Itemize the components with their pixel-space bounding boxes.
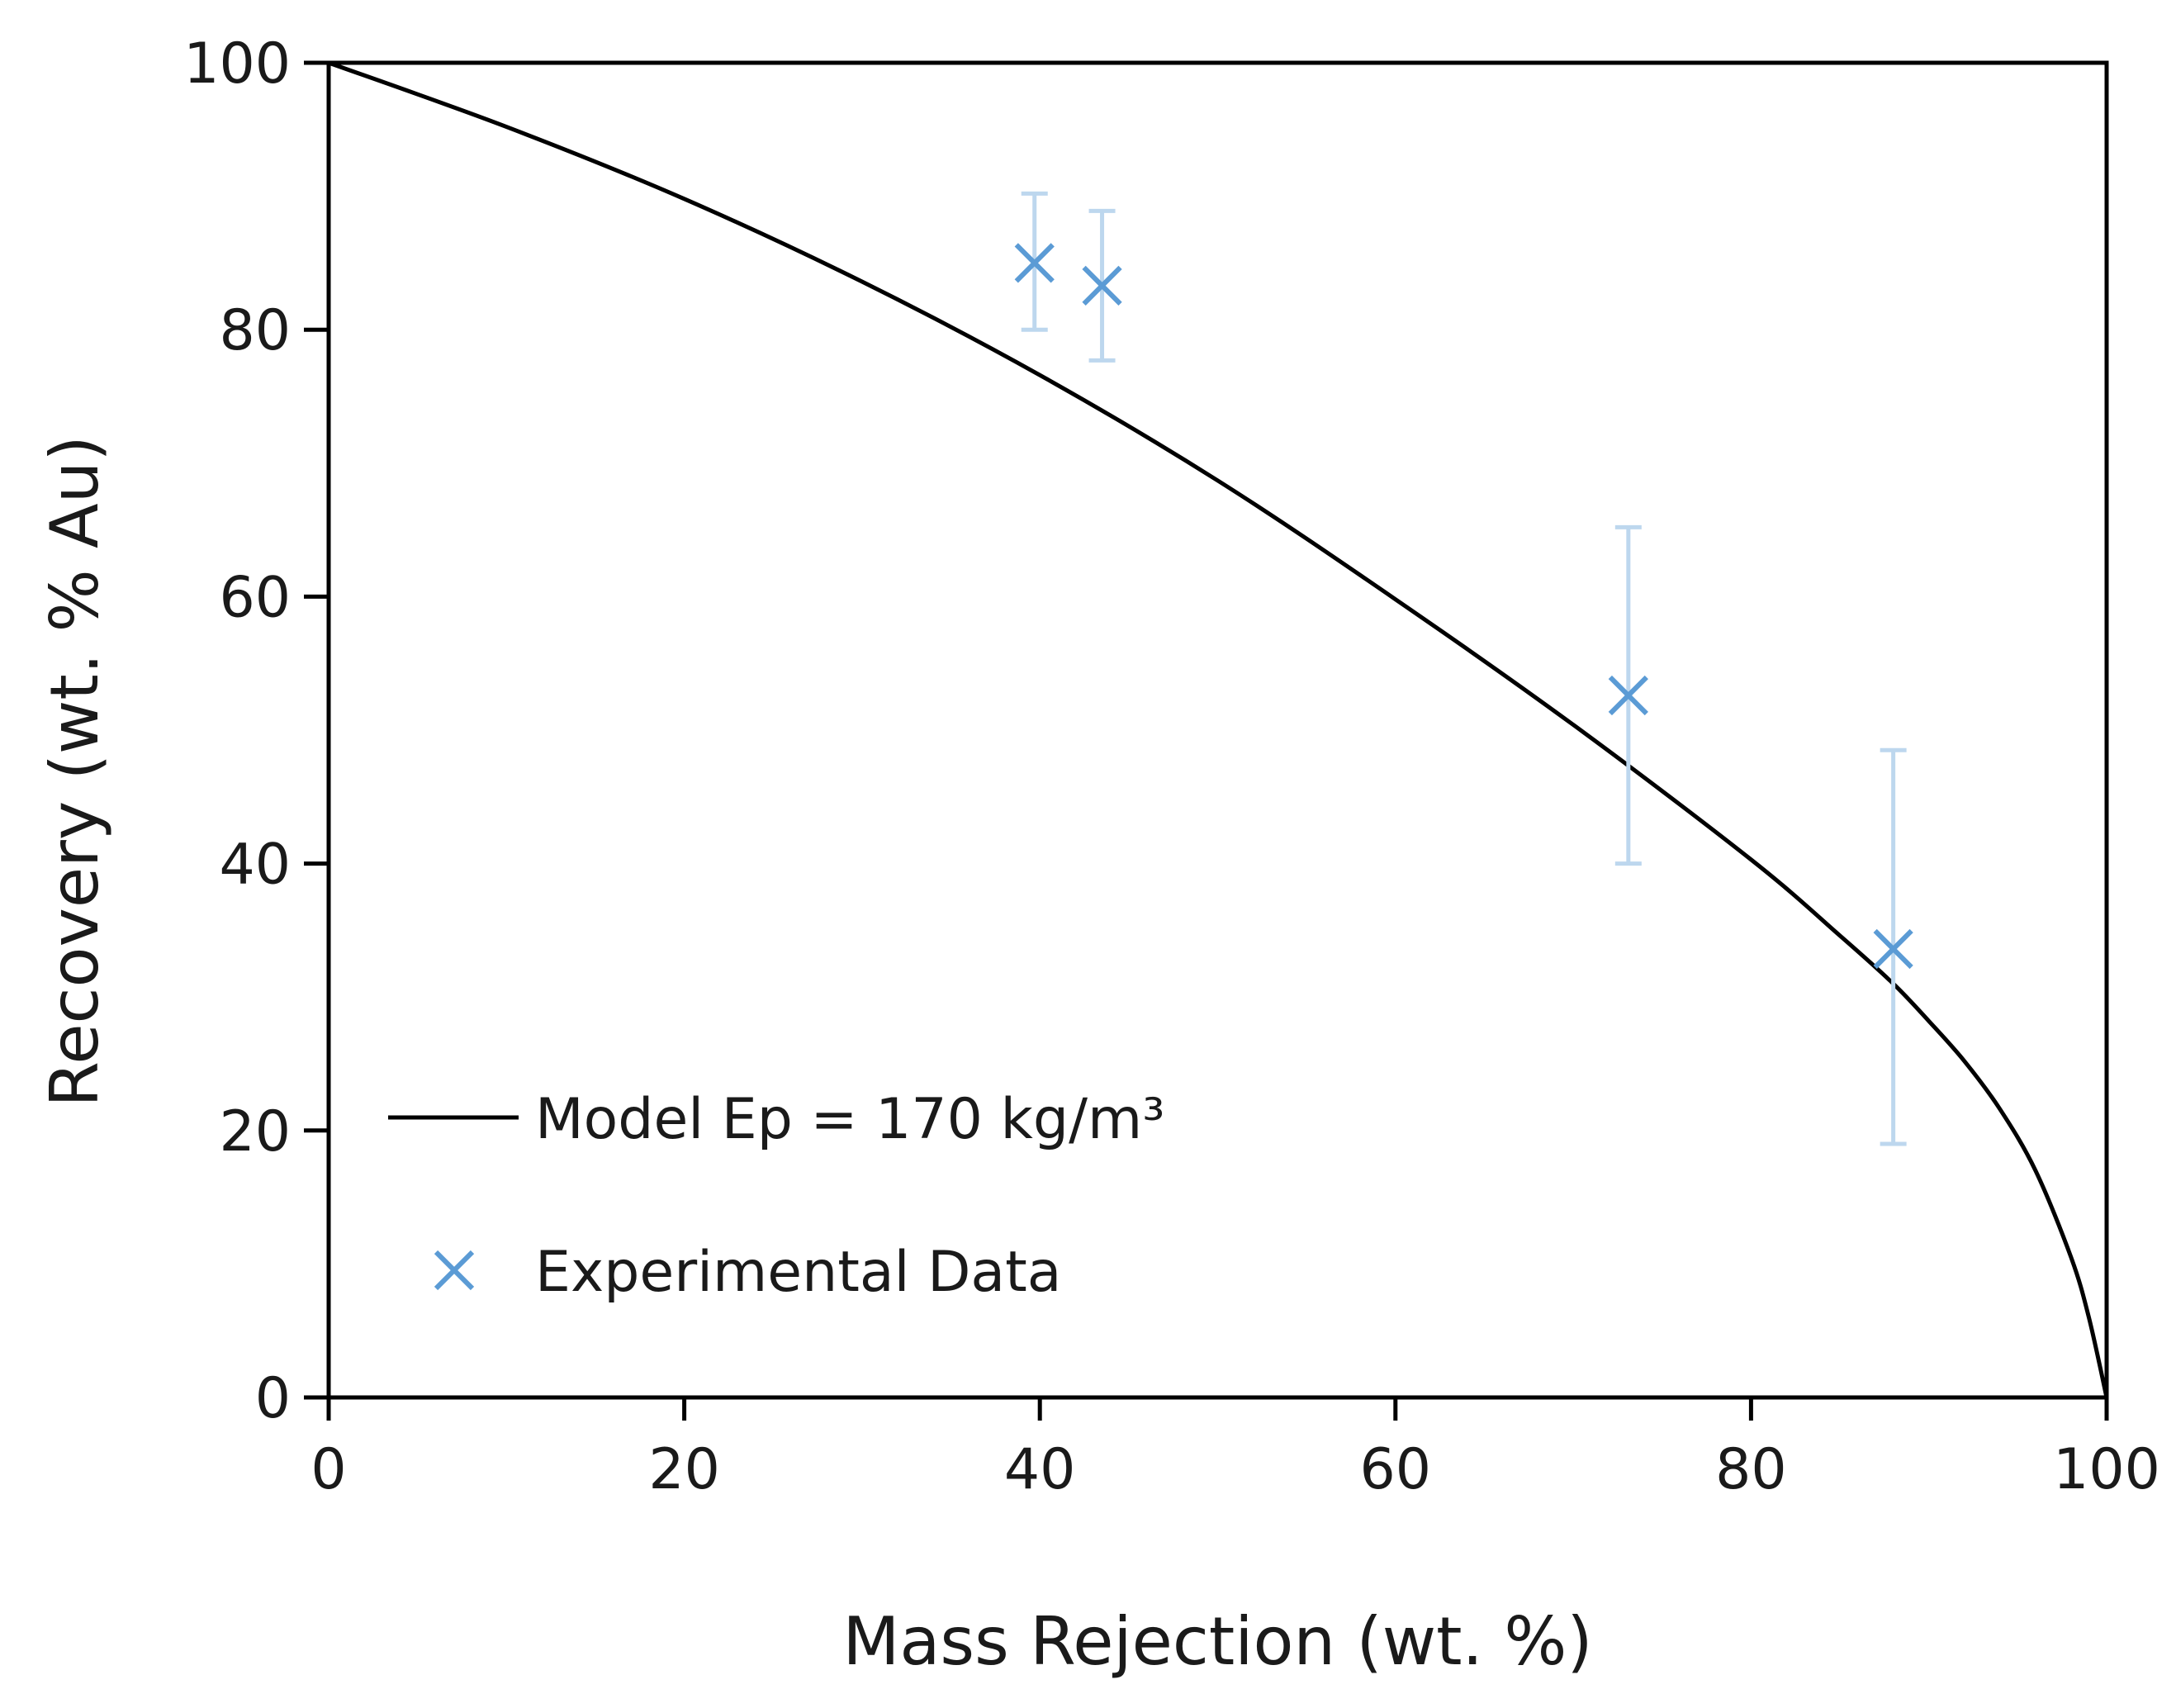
model-curve-series	[328, 60, 2109, 1398]
legend-item-experimental: Experimental Data	[434, 1240, 1061, 1305]
data-point-1	[1014, 191, 1055, 332]
data-point-2	[1082, 208, 1122, 363]
x-tick-label-60: 60	[1360, 1437, 1432, 1502]
model-curve-line	[328, 60, 2109, 1398]
legend-x-stroke-b	[434, 1250, 475, 1291]
plot-area-border	[326, 60, 2109, 1400]
x-tick-label-40: 40	[1004, 1437, 1076, 1502]
plot-frame	[326, 60, 2109, 1400]
legend-x-marker-icon	[434, 1250, 475, 1291]
experimental-data-series	[1014, 191, 1913, 1146]
x-tick-label-80: 80	[1715, 1437, 1787, 1502]
x-marker-b-2	[1082, 265, 1122, 306]
y-tick-label-100: 100	[183, 31, 291, 97]
x-marker-b-4	[1873, 928, 1913, 970]
y-tick-label-40: 40	[219, 833, 291, 898]
x-marker-b-3	[1608, 675, 1648, 716]
y-tick-label-0: 0	[255, 1366, 291, 1431]
x-tick-label-100: 100	[2053, 1437, 2160, 1502]
y-tick-label-80: 80	[219, 298, 291, 363]
x-axis: 0 20 40 60 80 100	[311, 1397, 2160, 1502]
legend-item-model: Model Ep = 170 kg/m³	[388, 1087, 1164, 1152]
legend-model-label: Model Ep = 170 kg/m³	[535, 1087, 1164, 1152]
y-tick-label-20: 20	[219, 1099, 291, 1165]
legend: Model Ep = 170 kg/m³ Experimental Data	[388, 1087, 1164, 1305]
y-axis-title: Recovery (wt. % Au)	[36, 435, 113, 1107]
x-axis-title: Mass Rejection (wt. %)	[842, 1603, 1592, 1680]
y-tick-label-60: 60	[219, 565, 291, 630]
x-tick-label-0: 0	[311, 1437, 346, 1502]
legend-experimental-label: Experimental Data	[535, 1240, 1061, 1305]
x-tick-label-20: 20	[648, 1437, 720, 1502]
data-point-4	[1873, 747, 1913, 1146]
x-marker-b-1	[1014, 243, 1055, 283]
data-point-3	[1608, 524, 1648, 866]
y-axis: 0 20 40 60 80 100	[183, 31, 329, 1431]
